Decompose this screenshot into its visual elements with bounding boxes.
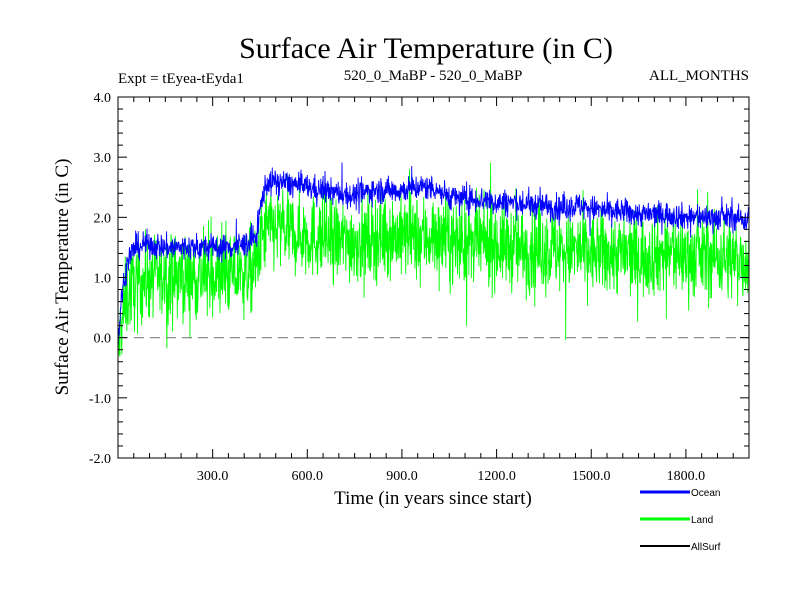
y-tick-label: -1.0 (89, 392, 111, 407)
y-tick-label: -2.0 (89, 452, 111, 467)
x-tick-label: 300.0 (197, 469, 229, 484)
x-axis-title: Time (in years since start) (334, 488, 532, 509)
legend-label-land: Land (691, 515, 713, 526)
y-tick-label: 2.0 (94, 211, 112, 226)
months-label: ALL_MONTHS (649, 68, 749, 84)
legend: Ocean Land AllSurf (640, 488, 721, 553)
comparison-label: 520_0_MaBP - 520_0_MaBP (344, 68, 523, 84)
x-tick-label: 1200.0 (477, 469, 516, 484)
axis-ticks (117, 96, 750, 459)
x-tick-label: 900.0 (386, 469, 418, 484)
chart-title: Surface Air Temperature (in C) (239, 32, 613, 65)
y-axis-title: Surface Air Temperature (in C) (52, 159, 73, 396)
series-ocean (118, 162, 749, 347)
legend-label-ocean: Ocean (691, 488, 720, 499)
y-tick-label: 4.0 (94, 91, 112, 106)
experiment-label: Expt = tEyea-tEyda1 (118, 71, 244, 87)
y-tick-label: 3.0 (94, 151, 112, 166)
x-tick-label: 600.0 (292, 469, 324, 484)
x-tick-label: 1800.0 (667, 469, 706, 484)
legend-label-allsurf: AllSurf (691, 542, 721, 553)
series-layer (118, 162, 749, 357)
x-tick-label: 1500.0 (572, 469, 611, 484)
y-tick-label: 0.0 (94, 332, 112, 347)
y-tick-label: 1.0 (94, 272, 112, 287)
